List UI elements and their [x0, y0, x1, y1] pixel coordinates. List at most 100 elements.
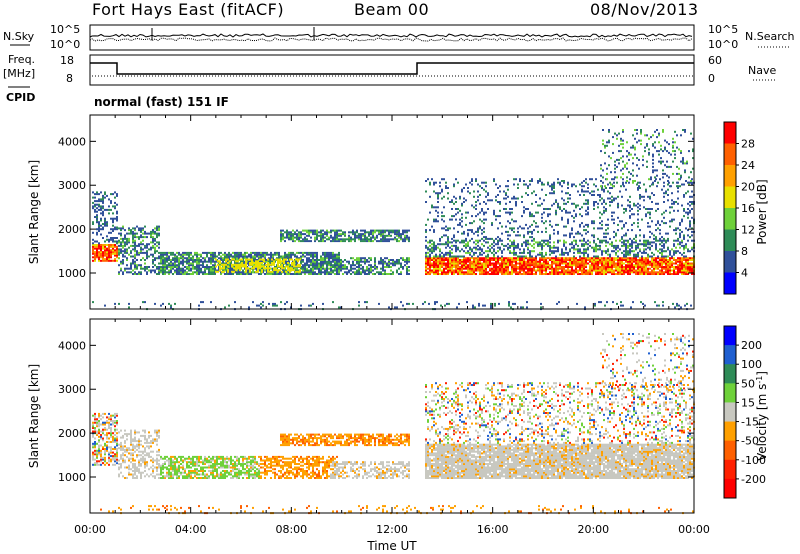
power-echo — [120, 251, 122, 254]
power-echo — [591, 273, 593, 275]
power-echo — [429, 248, 431, 251]
power-echo — [543, 211, 545, 214]
power-echo — [479, 273, 481, 275]
power-echo — [603, 267, 605, 270]
power-echo — [661, 269, 663, 272]
power-echo — [336, 262, 338, 265]
power-echo — [477, 230, 479, 233]
power-echo — [196, 262, 198, 265]
power-echo — [408, 257, 410, 260]
power-echo — [511, 229, 513, 232]
power-echo — [499, 209, 501, 212]
power-echo — [306, 257, 308, 260]
power-echo — [320, 260, 322, 263]
power-echo — [136, 225, 138, 228]
power-echo — [627, 250, 629, 253]
power-echo — [342, 266, 344, 268]
power-echo — [259, 262, 261, 264]
power-echo — [623, 262, 625, 265]
power-echo — [679, 223, 681, 226]
power-echo — [509, 244, 511, 247]
power-echo — [617, 204, 619, 207]
power-echo — [164, 251, 166, 254]
power-echo — [577, 269, 579, 272]
power-echo — [549, 223, 551, 226]
power-echo — [497, 260, 499, 263]
power-echo — [235, 260, 237, 263]
power-echo — [158, 266, 160, 268]
power-echo — [557, 232, 559, 235]
power-echo — [553, 185, 555, 188]
power-echo — [158, 246, 160, 249]
power-echo — [517, 230, 519, 233]
power-echo — [545, 257, 547, 260]
power-echo — [679, 260, 681, 263]
power-echo — [328, 255, 330, 258]
power-echo — [515, 271, 517, 274]
power-echo — [372, 233, 374, 236]
power-echo — [96, 247, 98, 250]
power-echo — [259, 263, 261, 266]
power-echo — [595, 246, 597, 249]
power-echo — [320, 262, 322, 265]
power-echo — [539, 262, 541, 265]
power-echo — [455, 201, 457, 203]
power-echo — [611, 271, 613, 274]
power-echo — [677, 197, 679, 200]
power-echo — [230, 262, 232, 265]
power-echo — [577, 266, 579, 268]
power-echo — [489, 267, 491, 270]
power-echo — [236, 271, 238, 274]
power-echo — [261, 262, 263, 264]
power-echo — [346, 260, 348, 263]
power-echo — [326, 269, 328, 272]
power-echo — [158, 232, 160, 235]
power-echo — [463, 230, 465, 233]
power-echo — [567, 251, 569, 254]
power-echo — [210, 251, 212, 254]
power-echo — [182, 262, 184, 265]
power-echo — [631, 244, 633, 247]
power-echo — [531, 180, 533, 182]
power-echo — [284, 240, 286, 243]
power-echo — [613, 230, 615, 233]
power-echo — [120, 262, 122, 265]
power-echo — [527, 269, 529, 272]
power-echo — [152, 260, 154, 263]
power-echo — [384, 257, 386, 260]
power-echo — [439, 257, 441, 260]
power-echo — [196, 255, 198, 258]
power-echo — [190, 264, 192, 267]
power-echo — [162, 257, 164, 260]
power-echo — [326, 266, 328, 268]
power-echo — [639, 243, 641, 246]
power-echo — [342, 267, 344, 270]
power-echo — [473, 220, 475, 223]
power-echo — [182, 255, 184, 258]
power-echo — [597, 227, 599, 230]
power-echo — [286, 253, 288, 256]
power-echo — [593, 227, 595, 230]
power-echo — [565, 246, 567, 249]
power-echo — [392, 273, 394, 275]
power-echo — [479, 202, 481, 205]
power-echo — [443, 215, 445, 218]
power-echo — [102, 201, 104, 204]
power-echo — [445, 225, 447, 228]
power-echo — [304, 236, 306, 239]
power-echo — [100, 200, 102, 203]
power-echo — [447, 260, 449, 263]
power-echo — [166, 251, 168, 254]
power-echo — [136, 232, 138, 235]
power-echo — [314, 273, 316, 275]
power-echo — [112, 259, 114, 262]
power-echo — [687, 262, 689, 265]
power-echo — [583, 271, 585, 274]
power-echo — [264, 255, 266, 258]
power-echo — [296, 273, 298, 275]
power-echo — [625, 269, 627, 272]
power-echo — [433, 271, 435, 274]
power-echo — [579, 223, 581, 226]
power-echo — [96, 200, 98, 203]
power-echo — [308, 266, 310, 268]
